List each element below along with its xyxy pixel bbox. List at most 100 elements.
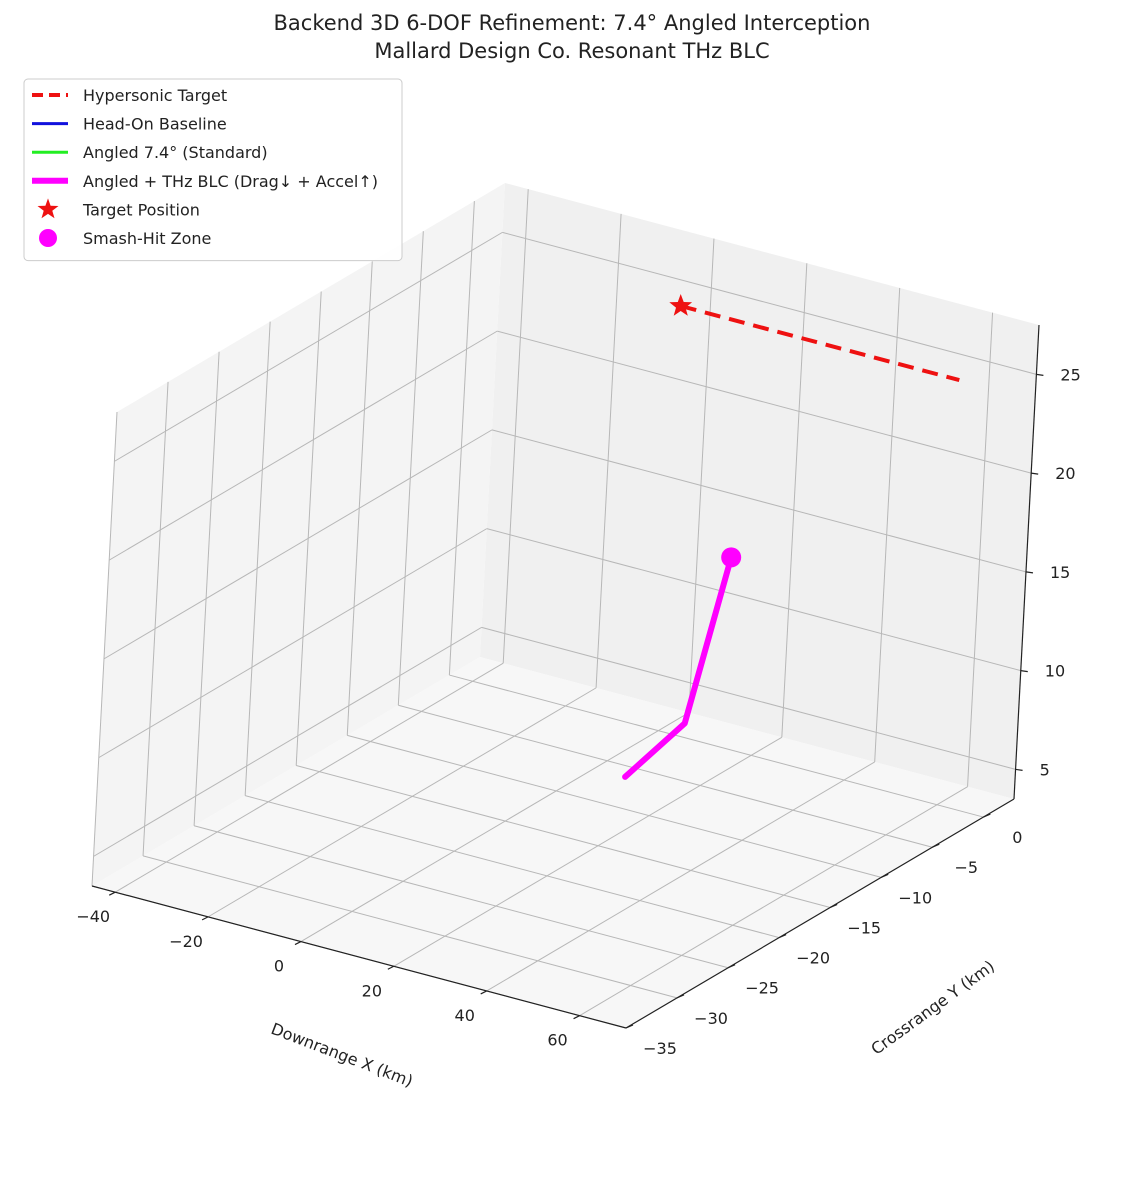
tick-labels: −40 −20 0 20 40 60 0 −5 −10 −15 −20 −25 −30 −35 5 10 15 2… [76, 365, 1080, 1058]
series-line-angled-thz-blc-drag-accel [622, 554, 735, 780]
side-pane [92, 183, 505, 886]
axis-panes [92, 183, 1039, 1028]
y-tick-mark [881, 873, 889, 878]
data-series [622, 294, 960, 780]
back-pane [480, 183, 1039, 799]
z-tick-mark [1036, 373, 1044, 376]
x-tick-mark [108, 891, 116, 896]
grid-line-floor-y [245, 795, 780, 939]
grid-line-side-y [193, 351, 220, 826]
grid-line-back-x [502, 189, 529, 664]
x-tick-label: 0 [274, 957, 284, 976]
grid-line-floor-x [579, 786, 968, 1017]
grid-line-floor-y [449, 674, 984, 818]
legend-handle-circle [39, 229, 57, 247]
grid-line-side-z [114, 231, 503, 462]
floor-pane [92, 657, 1014, 1028]
legend-entry-label: Smash-Hit Zone [83, 229, 211, 248]
series-line-hypersonic-target [680, 304, 960, 383]
x-tick-mark [201, 916, 209, 921]
x-tick-label: 60 [547, 1031, 567, 1050]
grid-line-back-z [486, 528, 1021, 672]
legend: Hypersonic Target Head-On Baseline Angled … [23, 78, 403, 262]
y-tick-mark [829, 903, 838, 909]
x-tick-mark [480, 990, 487, 995]
z-tick-mark [1020, 670, 1028, 673]
chart-subtitle: Mallard Design Co. Resonant THz BLC [374, 39, 769, 63]
grid-line-side-z [108, 330, 498, 561]
legend-entry-label: Angled 7.4° (Standard) [83, 143, 268, 162]
y-tick-mark [932, 843, 940, 848]
grid-line-back-x [595, 213, 622, 688]
legend-entry-label: Angled + THz BLC (Drag↓ + Accel↑) [83, 172, 378, 191]
y-tick-label: −10 [898, 888, 932, 907]
grid-line-back-x [874, 287, 901, 762]
y-tick-mark [676, 994, 685, 999]
z-tick-label: 15 [1050, 563, 1070, 582]
axis-lines [91, 324, 1040, 1029]
y-tick-mark [778, 934, 787, 939]
marker-smash-hit-zone [721, 547, 742, 568]
grid-lines [91, 189, 1037, 1029]
grid-line-side-y [448, 201, 475, 676]
grid-line-side-z [103, 429, 493, 660]
x-tick-mark [387, 965, 395, 970]
x-tick-label: 20 [362, 981, 382, 1000]
grid-line-side-y [142, 381, 169, 856]
x-axis-label: Downrange X (km) [268, 1019, 415, 1091]
x-tick-mark [294, 941, 302, 946]
grid-line-back-z [491, 429, 1027, 573]
grid-line-back-x [781, 263, 808, 738]
y-tick-label: −35 [643, 1039, 677, 1058]
y-tick-mark [727, 964, 736, 969]
x-tick-label: −20 [169, 932, 203, 951]
legend-entry-label: Target Position [82, 200, 200, 219]
z-tick-mark [1015, 768, 1023, 771]
marker-target-position [669, 294, 693, 316]
y-tick-mark [625, 1024, 634, 1029]
y-axis-line [625, 798, 1015, 1029]
grid-line-floor-y [398, 704, 933, 848]
x-tick-mark [573, 1015, 580, 1020]
z-axis-line [1013, 324, 1040, 800]
y-tick-label: −20 [796, 949, 830, 968]
grid-line-side-y [397, 231, 424, 706]
grid-line-side-y [244, 321, 271, 796]
grid-line-back-x [967, 312, 994, 787]
grid-line-floor-x [300, 712, 690, 942]
legend-entry-label: Hypersonic Target [83, 86, 227, 105]
z-tick-label: 5 [1040, 760, 1050, 779]
z-tick-label: 10 [1045, 662, 1065, 681]
grid-line-side-y [295, 291, 322, 766]
grid-line-side-z [93, 626, 482, 857]
grid-line-floor-y [296, 764, 831, 908]
grid-line-back-z [502, 231, 1037, 375]
grid-line-floor-x [207, 687, 597, 918]
y-tick-mark [983, 813, 991, 818]
legend-box [23, 78, 403, 262]
y-tick-label: −5 [955, 858, 979, 877]
y-tick-label: −25 [745, 979, 779, 998]
x-tick-label: −40 [76, 907, 110, 926]
grid-line-floor-y [347, 734, 882, 878]
chart-title: Backend 3D 6-DOF Refinement: 7.4° Angled… [274, 11, 871, 35]
z-tick-label: 25 [1060, 365, 1080, 384]
legend-entry-label: Head-On Baseline [83, 115, 227, 134]
grid-line-floor-x [114, 662, 504, 893]
x-tick-label: 40 [455, 1006, 475, 1025]
y-tick-label: −15 [847, 918, 881, 937]
x-axis-line [91, 885, 627, 1029]
grid-line-floor-x [486, 761, 875, 992]
y-tick-label: −30 [694, 1009, 728, 1028]
grid-line-back-x [688, 238, 715, 713]
grid-line-floor-y [142, 855, 678, 999]
z-tick-mark [1031, 472, 1039, 475]
z-tick-label: 20 [1055, 464, 1075, 483]
y-axis-label: Crossrange Y (km) [867, 956, 998, 1058]
grid-line-side-y [91, 411, 118, 887]
grid-line-back-z [481, 626, 1016, 770]
grid-line-side-y [346, 261, 373, 736]
grid-line-floor-x [393, 736, 783, 967]
